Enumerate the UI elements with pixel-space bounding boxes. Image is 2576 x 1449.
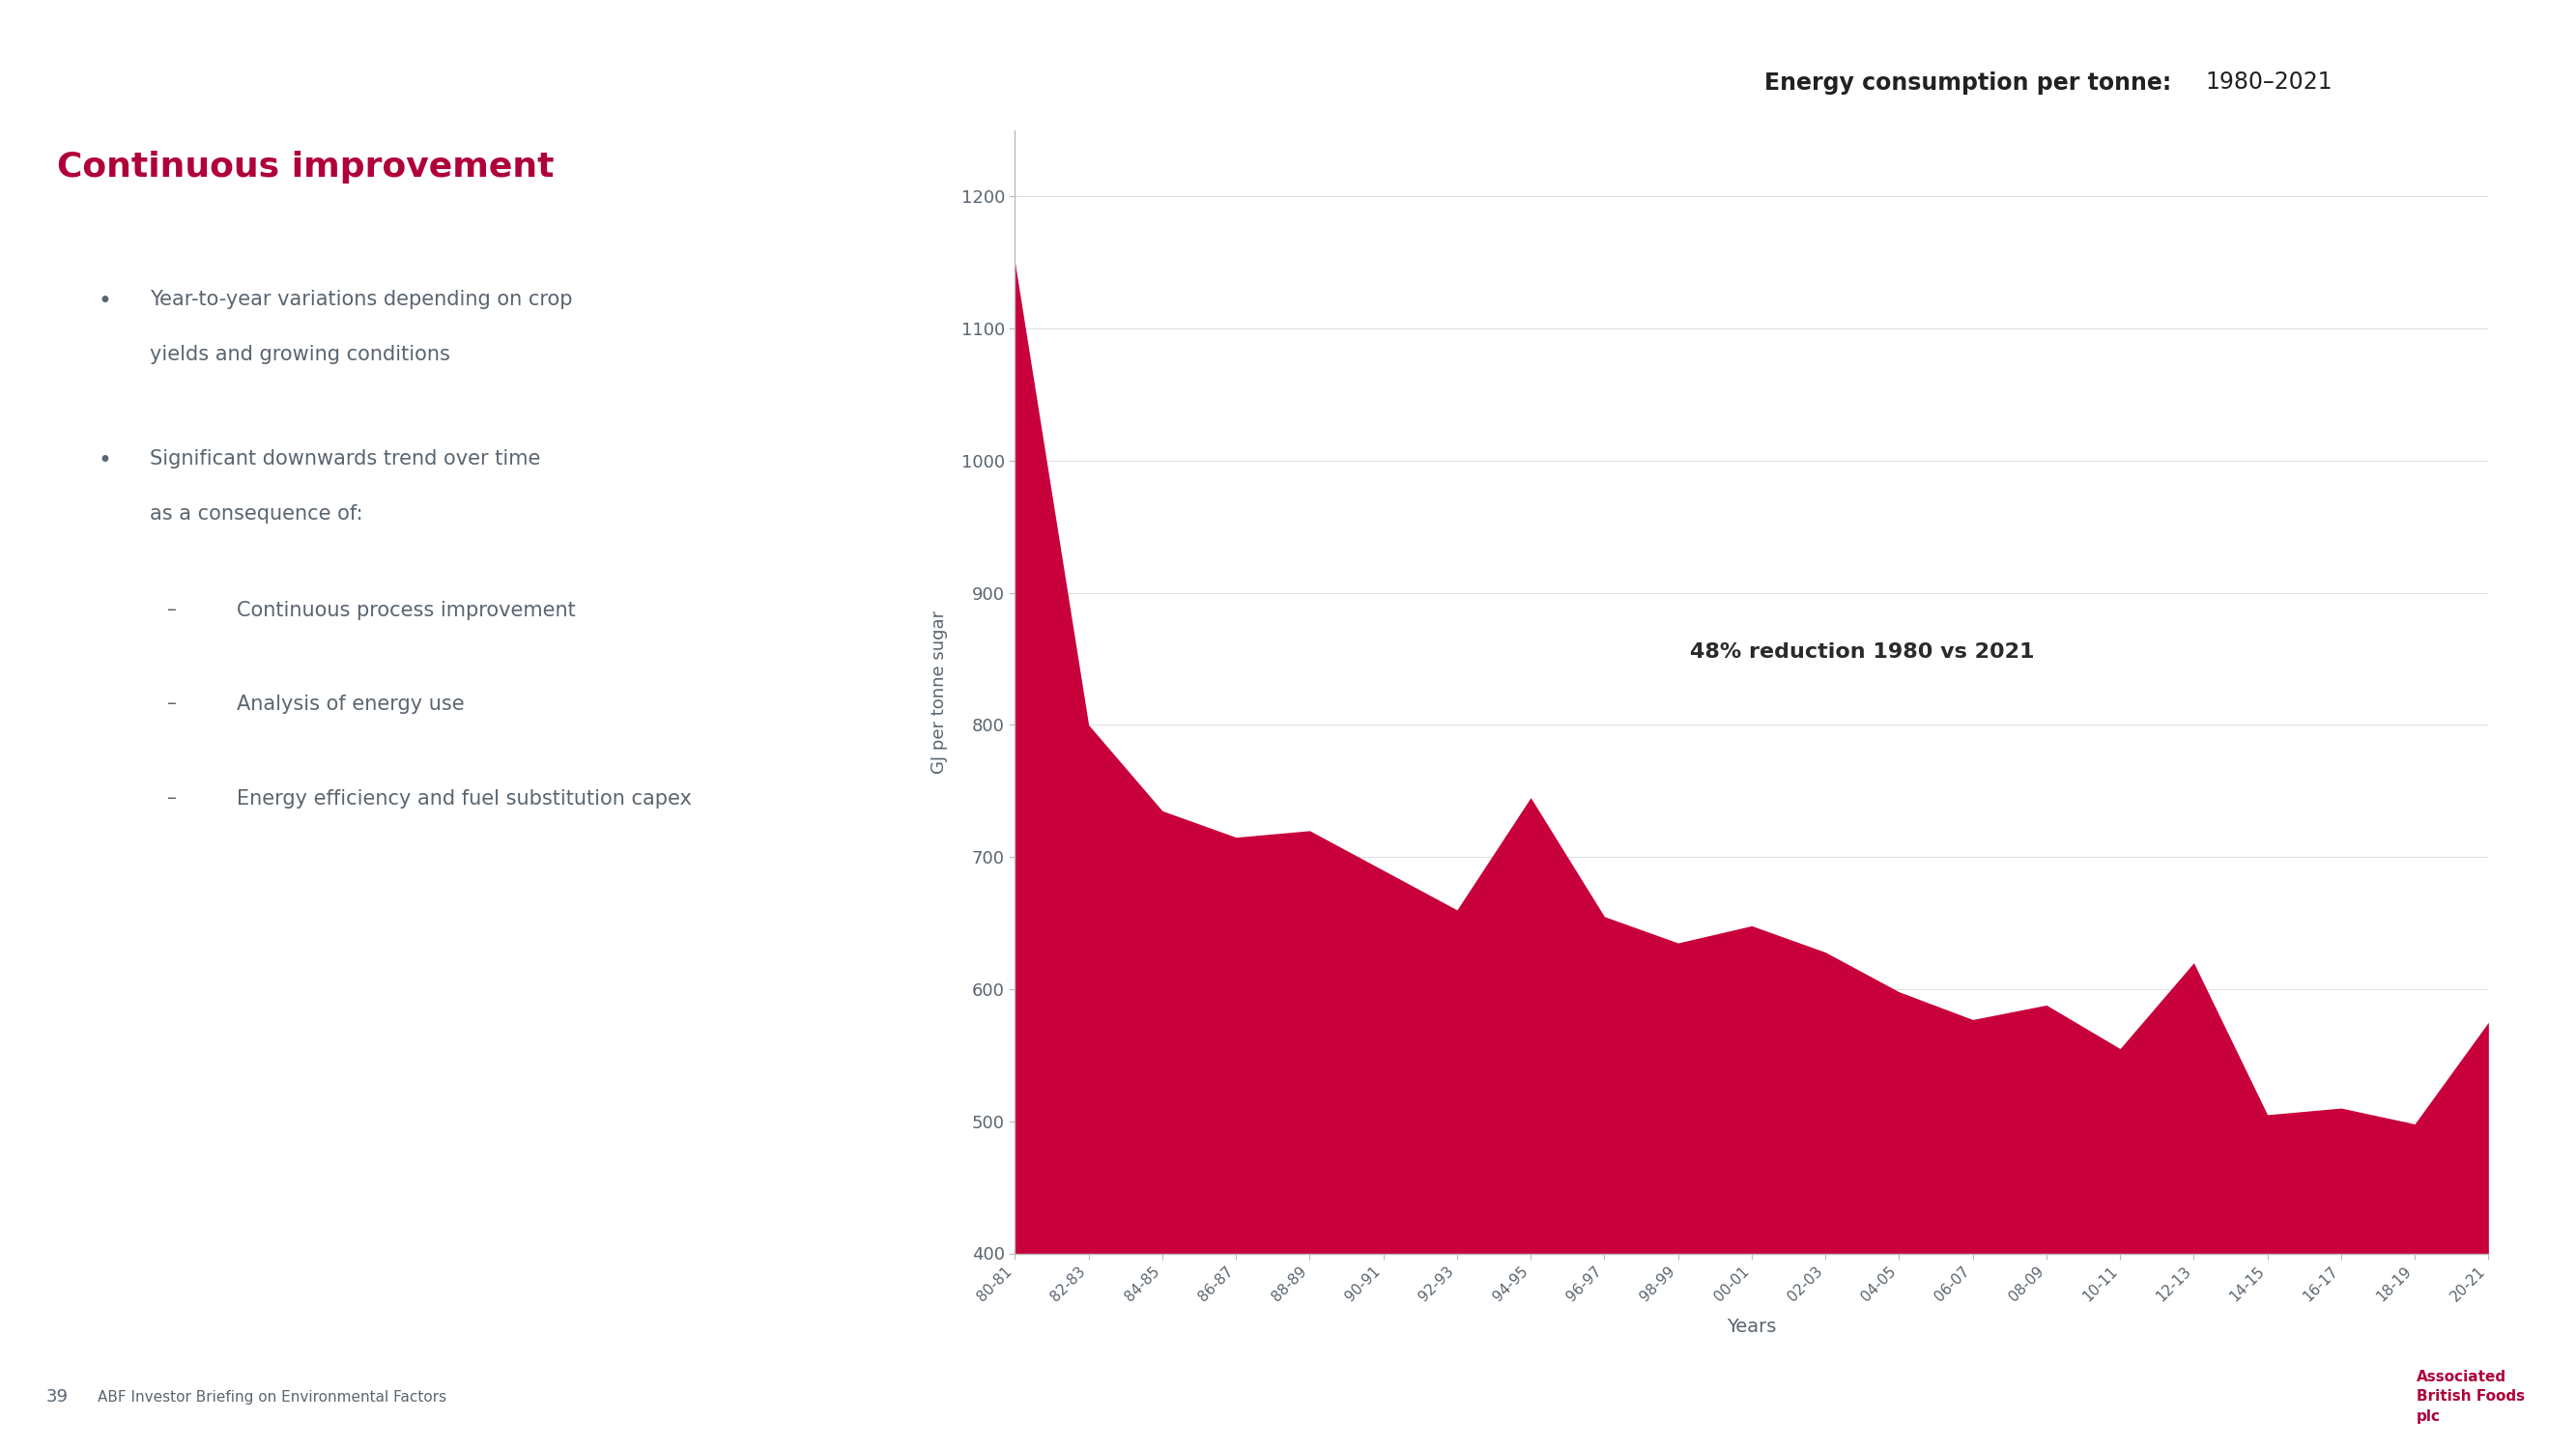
Text: Energy efficiency and fuel substitution capex: Energy efficiency and fuel substitution … xyxy=(237,788,693,809)
Text: British Foods: British Foods xyxy=(2416,1390,2524,1404)
Text: 48% reduction 1980 vs 2021: 48% reduction 1980 vs 2021 xyxy=(1690,642,2035,662)
Text: –: – xyxy=(167,696,178,713)
Text: –: – xyxy=(167,788,178,807)
Text: –: – xyxy=(167,600,178,619)
Text: •: • xyxy=(98,449,111,472)
Text: Continuous improvement: Continuous improvement xyxy=(57,151,554,183)
Text: Significant downwards trend over time: Significant downwards trend over time xyxy=(149,449,541,468)
Text: yields and growing conditions: yields and growing conditions xyxy=(149,345,451,364)
Text: GHG Emissions and Carbon Enablement: GHG Emissions and Carbon Enablement xyxy=(2236,35,2522,49)
Text: plc: plc xyxy=(2416,1410,2439,1424)
Text: Energy consumption per tonne:: Energy consumption per tonne: xyxy=(1765,71,2179,94)
Text: as a consequence of:: as a consequence of: xyxy=(149,504,363,523)
X-axis label: Years: Years xyxy=(1726,1317,1777,1336)
Text: Analysis of energy use: Analysis of energy use xyxy=(237,696,464,714)
Text: 39: 39 xyxy=(46,1388,70,1406)
Text: Year-to-year variations depending on crop: Year-to-year variations depending on cro… xyxy=(149,290,572,309)
Text: ABF Investor Briefing on Environmental Factors: ABF Investor Briefing on Environmental F… xyxy=(98,1390,446,1404)
Text: Continuous process improvement: Continuous process improvement xyxy=(237,600,577,620)
Text: 1980–2021: 1980–2021 xyxy=(2205,71,2331,94)
Text: Associated: Associated xyxy=(2416,1369,2506,1384)
Text: •: • xyxy=(98,290,111,313)
Y-axis label: GJ per tonne sugar: GJ per tonne sugar xyxy=(930,610,948,774)
